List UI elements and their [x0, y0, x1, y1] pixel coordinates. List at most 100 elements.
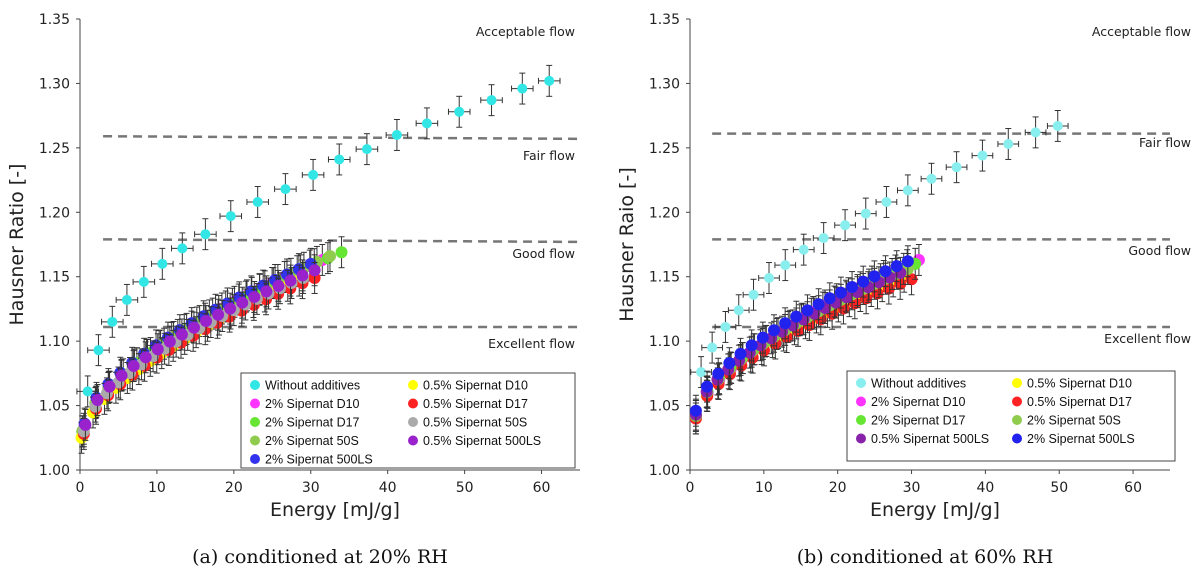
data-point — [248, 290, 261, 303]
data-point — [284, 274, 297, 287]
data-point — [823, 292, 836, 305]
data-point — [103, 380, 116, 393]
data-point — [764, 273, 775, 284]
data-point — [107, 316, 118, 327]
data-point — [324, 250, 336, 263]
y-tick-label: 1.05 — [39, 399, 70, 415]
x-tick-label: 20 — [829, 480, 847, 496]
threshold-line — [103, 135, 581, 141]
data-point — [79, 418, 92, 431]
figure-caption: (b) conditioned at 60% RH — [797, 546, 1054, 568]
region-label: Fair flow — [1139, 135, 1191, 150]
region-label: Excellent flow — [488, 336, 575, 351]
data-point — [138, 276, 149, 287]
data-point — [1052, 120, 1063, 131]
y-axis-title: Hausner Raio [-] — [616, 167, 638, 322]
data-point — [701, 380, 714, 393]
y-tick-label: 1.35 — [39, 12, 70, 28]
data-point — [391, 129, 402, 140]
region-label: Acceptable flow — [476, 24, 575, 39]
figure-caption: (a) conditioned at 20% RH — [192, 546, 448, 568]
legend-marker — [408, 435, 418, 446]
data-point — [846, 281, 859, 294]
legend-entry: 2% Sipernat D17 — [265, 416, 360, 430]
data-point — [544, 75, 555, 86]
data-point — [163, 335, 176, 348]
x-tick-label: 60 — [533, 480, 551, 496]
y-tick-label: 1.10 — [39, 334, 70, 350]
y-tick-label: 1.20 — [649, 205, 680, 221]
data-point — [157, 258, 168, 269]
x-tick-label: 20 — [225, 480, 243, 496]
x-tick-label: 60 — [1124, 480, 1142, 496]
region-label: Good flow — [1128, 243, 1191, 258]
y-tick-label: 1.05 — [649, 399, 680, 415]
legend-marker — [856, 433, 866, 444]
data-point — [308, 169, 319, 180]
legend-marker — [250, 435, 260, 446]
data-point — [745, 339, 758, 352]
data-point — [308, 264, 321, 277]
x-tick-label: 10 — [148, 480, 166, 496]
legend-entry: 0.5% Sipernat D10 — [1027, 377, 1132, 391]
x-tick-label: 50 — [1050, 480, 1068, 496]
legend-entry: 2% Sipernat 50S — [265, 434, 359, 448]
legend-marker — [250, 417, 260, 427]
data-point — [139, 351, 152, 364]
legend-box — [240, 372, 576, 469]
data-point — [200, 229, 211, 240]
data-point — [517, 83, 528, 94]
region-label: Fair flow — [523, 148, 575, 163]
data-point — [82, 386, 93, 397]
data-point — [696, 367, 707, 378]
panel-b: 1.00 1.05 1.10 1.15 1.20 1.25 1.30 1.35 0 10 20 30 4… — [616, 12, 1191, 568]
y-tick-label: 1.15 — [649, 270, 680, 286]
y-tick-label: 1.25 — [39, 141, 70, 157]
data-point — [1030, 127, 1041, 138]
legend-entry: 2% Sipernat 50S — [1027, 414, 1121, 428]
y-tick-label: 1.00 — [649, 463, 680, 479]
legend-entry: 2% Sipernat D10 — [265, 397, 360, 411]
legend-box — [846, 370, 1176, 462]
x-tick-label: 0 — [686, 480, 695, 496]
legend-entry: 2% Sipernat D17 — [871, 414, 966, 428]
data-point — [361, 144, 372, 155]
data-point — [175, 328, 188, 341]
data-point — [236, 296, 249, 309]
data-point — [901, 255, 914, 268]
data-point — [121, 294, 132, 305]
data-point — [260, 285, 273, 298]
data-point — [767, 324, 780, 337]
data-point — [296, 269, 309, 282]
data-point — [801, 304, 814, 317]
data-point — [857, 275, 870, 288]
legend-entry: 0.5% Sipernat D17 — [423, 397, 528, 411]
data-point — [860, 208, 871, 219]
x-tick-label: 30 — [903, 480, 921, 496]
data-point — [454, 106, 465, 117]
data-point-errorbar — [447, 95, 471, 128]
legend-entry: 2% Sipernat 500LS — [265, 453, 373, 467]
data-point — [748, 289, 759, 300]
x-tick-label: 10 — [755, 480, 773, 496]
x-tick-label: 50 — [456, 480, 474, 496]
y-tick-label: 1.10 — [649, 334, 680, 350]
y-tick-label: 1.20 — [39, 205, 70, 221]
data-point — [881, 196, 892, 207]
data-point — [224, 302, 237, 315]
data-point — [93, 345, 104, 356]
legend-entry: 0.5% Sipernat 500LS — [871, 432, 989, 446]
legend-marker — [1012, 396, 1022, 407]
legend-entry: 0.5% Sipernat D10 — [423, 379, 528, 393]
x-tick-label: 0 — [76, 480, 85, 496]
legend-entry: 2% Sipernat D10 — [871, 395, 966, 409]
legend-marker — [856, 378, 866, 388]
legend-marker — [250, 398, 260, 409]
legend-marker — [1012, 433, 1022, 444]
data-point — [798, 244, 809, 255]
y-tick-label: 1.30 — [39, 76, 70, 92]
y-axis-title: Hausner Ratio [-] — [6, 164, 28, 326]
data-point — [252, 196, 263, 207]
data-point — [733, 305, 744, 316]
